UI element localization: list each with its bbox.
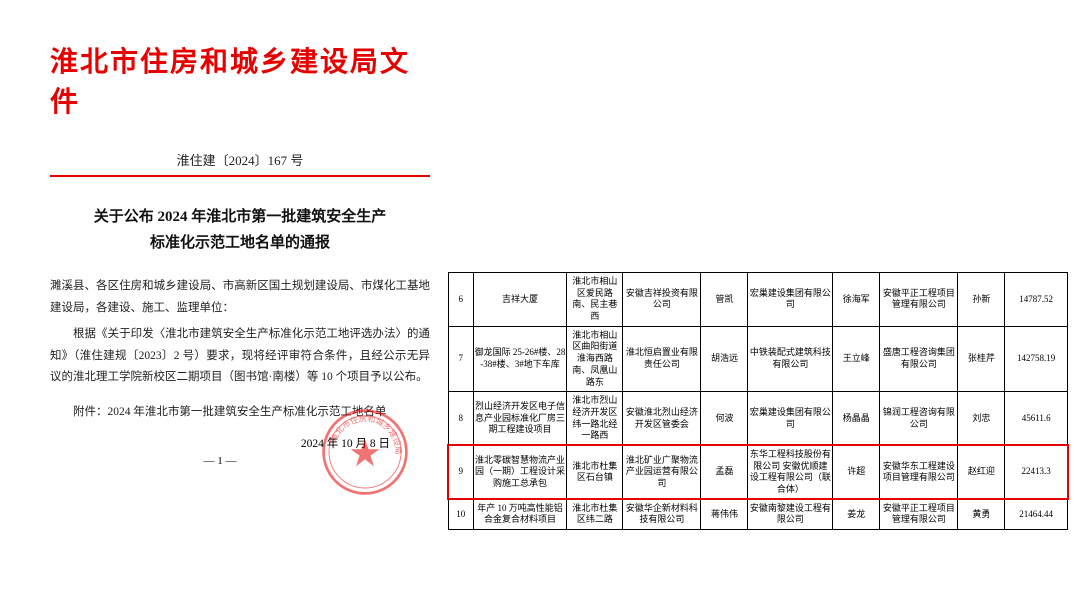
table-cell-person2: 徐海军 [833,273,880,327]
table-cell-company2: 宏巢建设集团有限公司 [748,392,833,446]
table-cell-supervisor: 安徽平正工程项目管理有限公司 [880,499,958,529]
table-cell-supervisor: 盛唐工程咨询集团有限公司 [880,326,958,391]
table-cell-supervisor: 安徽华东工程建设项目管理有限公司 [880,445,958,499]
table-cell-value: 14787.52 [1005,273,1068,327]
table-cell-location: 淮北市杜集区石台镇 [567,445,623,499]
paragraph-addressees: 濉溪县、各区住房和城乡建设局、市高新区国土规划建设局、市煤化工基地建设局，各建设… [50,276,430,320]
table-cell-supervisor: 锦润工程咨询有限公司 [880,392,958,446]
table-cell-idx: 8 [449,392,474,446]
projects-table-container: 6吉祥大厦淮北市相山区爱民路南、民主巷西安徽吉祥投资有限公司管凯宏巢建设集团有限… [448,272,1068,530]
table-row: 7御龙国际 25-26#楼、28-38#楼、3#地下车库淮北市相山区曲阳街道淮海… [449,326,1068,391]
table-row: 8烈山经济开发区电子信息产业园标准化厂房三期工程建设项目淮北市烈山经济开发区纬一… [449,392,1068,446]
official-document: 淮北市住房和城乡建设局文件 淮住建〔2024〕167 号 关于公布 2024 年… [50,40,430,467]
table-cell-person3: 黄勇 [958,499,1005,529]
table-cell-project: 御龙国际 25-26#楼、28-38#楼、3#地下车库 [473,326,567,391]
document-number: 淮住建〔2024〕167 号 [50,150,430,169]
table-cell-build_unit: 安徽吉祥投资有限公司 [623,273,701,327]
table-cell-company2: 东华工程科技股份有限公司 安徽优顺建设工程有限公司（联合体） [748,445,833,499]
notice-title-line1: 关于公布 2024 年淮北市第一批建筑安全生产 [94,209,387,225]
red-divider [50,175,430,177]
table-cell-value: 142758.19 [1005,326,1068,391]
table-cell-project: 吉祥大厦 [473,273,567,327]
notice-title: 关于公布 2024 年淮北市第一批建筑安全生产 标准化示范工地名单的通报 [50,205,430,256]
table-cell-company2: 中铁装配式建筑科技有限公司 [748,326,833,391]
table-cell-value: 22413.3 [1005,445,1068,499]
table-cell-project: 烈山经济开发区电子信息产业园标准化厂房三期工程建设项目 [473,392,567,446]
table-cell-person1: 胡浩远 [701,326,748,391]
table-cell-location: 淮北市烈山经济开发区纬一路北经一路西 [567,392,623,446]
table-cell-person3: 张桂芹 [958,326,1005,391]
table-row: 9淮北零碳智慧物流产业园（一期）工程设计采购施工总承包淮北市杜集区石台镇淮北矿业… [449,445,1068,499]
table-cell-location: 淮北市杜集区纬二路 [567,499,623,529]
paragraph-body: 根据《关于印发〈淮北市建筑安全生产标准化示范工地评选办法〉的通知》（淮住建规〔2… [50,324,430,390]
table-cell-person2: 杨晶晶 [833,392,880,446]
table-cell-build_unit: 安徽华企新材料科技有限公司 [623,499,701,529]
table-cell-person2: 王立峰 [833,326,880,391]
table-cell-person3: 赵红迎 [958,445,1005,499]
table-cell-person1: 管凯 [701,273,748,327]
table-cell-person1: 蒋伟伟 [701,499,748,529]
table-cell-person2: 姜龙 [833,499,880,529]
table-cell-person1: 孟磊 [701,445,748,499]
table-row: 6吉祥大厦淮北市相山区爱民路南、民主巷西安徽吉祥投资有限公司管凯宏巢建设集团有限… [449,273,1068,327]
table-cell-person2: 许超 [833,445,880,499]
table-cell-person3: 刘忠 [958,392,1005,446]
table-cell-location: 淮北市相山区曲阳街道淮海西路南、凤凰山路东 [567,326,623,391]
table-cell-idx: 6 [449,273,474,327]
notice-title-line2: 标准化示范工地名单的通报 [150,235,330,251]
table-cell-supervisor: 安徽平正工程项目管理有限公司 [880,273,958,327]
official-seal-icon: 淮北市住房和城乡建设局 [320,407,410,497]
table-cell-build_unit: 淮北恒启置业有限责任公司 [623,326,701,391]
table-cell-project: 淮北零碳智慧物流产业园（一期）工程设计采购施工总承包 [473,445,567,499]
date-and-stamp: 2024 年 10 月 8 日 — 1 — 淮北市住房和城乡建设局 [50,435,430,467]
table-cell-value: 21464.44 [1005,499,1068,529]
table-cell-build_unit: 淮北矿业广聚物流产业园运营有限公司 [623,445,701,499]
table-cell-build_unit: 安徽淮北烈山经济开发区管委会 [623,392,701,446]
table-cell-idx: 10 [449,499,474,529]
table-cell-person1: 何波 [701,392,748,446]
table-cell-person3: 孙新 [958,273,1005,327]
document-header-title: 淮北市住房和城乡建设局文件 [50,40,430,120]
table-cell-company2: 宏巢建设集团有限公司 [748,273,833,327]
table-row: 10年产 10 万吨高性能铝合金复合材料项目淮北市杜集区纬二路安徽华企新材料科技… [449,499,1068,529]
table-cell-idx: 9 [449,445,474,499]
table-cell-location: 淮北市相山区爱民路南、民主巷西 [567,273,623,327]
table-cell-value: 45611.6 [1005,392,1068,446]
projects-table: 6吉祥大厦淮北市相山区爱民路南、民主巷西安徽吉祥投资有限公司管凯宏巢建设集团有限… [448,272,1068,530]
table-cell-idx: 7 [449,326,474,391]
table-cell-project: 年产 10 万吨高性能铝合金复合材料项目 [473,499,567,529]
table-cell-company2: 安徽南黎建设工程有限公司 [748,499,833,529]
